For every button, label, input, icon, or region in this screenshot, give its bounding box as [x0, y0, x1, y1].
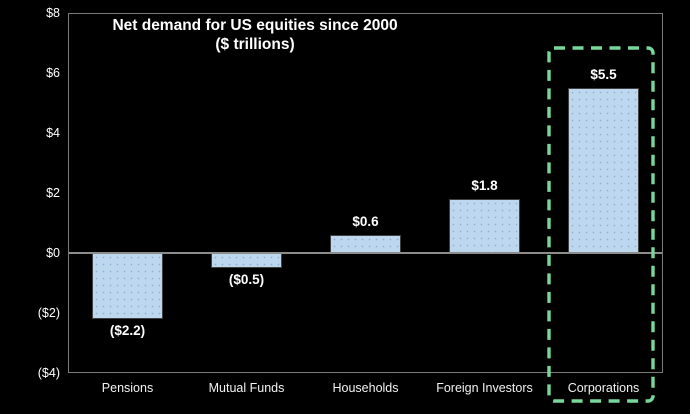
- x-axis-label-corporations: Corporations: [567, 381, 640, 395]
- bar-mutual-funds: [211, 253, 282, 268]
- bar-corporations: [568, 88, 639, 253]
- zero-line: [69, 252, 662, 254]
- bar-value-label-mutual-funds: ($0.5): [228, 272, 265, 287]
- chart-title: Net demand for US equities since 2000: [112, 17, 398, 34]
- y-tick-label: $0: [46, 246, 60, 260]
- bar-value-label-corporations: $5.5: [590, 67, 617, 82]
- y-tick-label: $8: [46, 6, 60, 20]
- bar-pensions: [92, 253, 163, 319]
- y-tick-label: $6: [46, 66, 60, 80]
- y-tick-label: $4: [46, 126, 60, 140]
- bar-value-label-households: $0.6: [352, 214, 379, 229]
- bar-value-label-pensions: ($2.2): [109, 323, 146, 338]
- y-tick-label: $2: [46, 186, 60, 200]
- x-axis-label-households: Households: [332, 381, 399, 395]
- x-axis-label-foreign-investors: Foreign Investors: [436, 381, 533, 395]
- y-tick-label: ($2): [37, 306, 60, 320]
- x-axis-label-mutual-funds: Mutual Funds: [208, 381, 285, 395]
- x-axis-label-pensions: Pensions: [101, 381, 154, 395]
- chart-title-block: Net demand for US equities since 2000 ($…: [88, 16, 422, 54]
- plot-area: [68, 13, 663, 373]
- bar-foreign-investors: [449, 199, 520, 253]
- chart-subtitle: ($ trillions): [215, 36, 295, 53]
- y-tick-label: ($4): [37, 366, 60, 380]
- bar-value-label-foreign-investors: $1.8: [471, 178, 498, 193]
- bar-households: [330, 235, 401, 253]
